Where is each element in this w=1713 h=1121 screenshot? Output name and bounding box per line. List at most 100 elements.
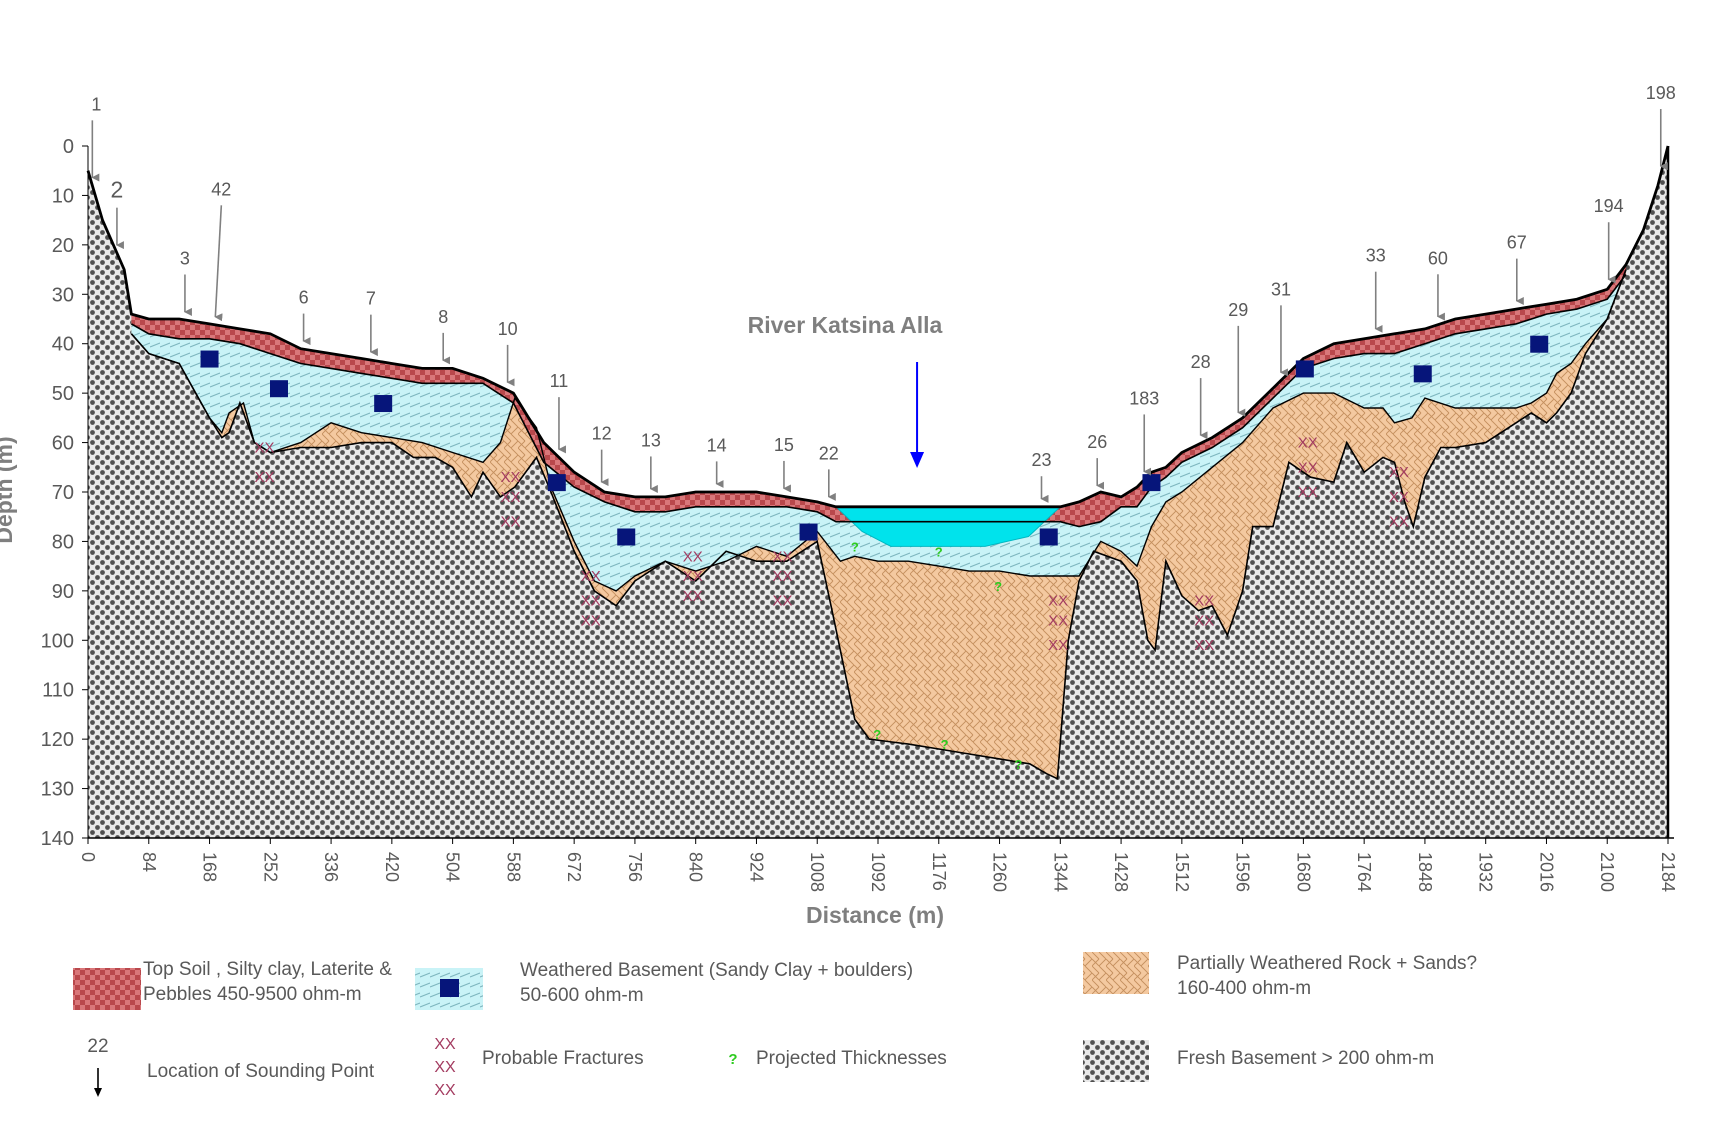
x-tick-label: 924: [747, 852, 767, 882]
y-tick-label: 30: [52, 284, 74, 306]
legend-fresh-basement-label: Fresh Basement > 200 ohm-m: [1177, 1048, 1435, 1069]
legend-fracture-label: Probable Fractures: [482, 1048, 644, 1069]
y-tick-label: 0: [63, 136, 74, 158]
x-tick-label: 504: [443, 852, 463, 882]
sounding-label: 28: [1191, 352, 1211, 372]
sounding-label: 29: [1228, 300, 1248, 320]
fracture-marker: XX: [255, 440, 275, 457]
sounding-label: 194: [1594, 196, 1624, 216]
sounding-label: 13: [641, 430, 661, 450]
fracture-marker: XX: [500, 469, 520, 486]
x-tick-label: 2184: [1658, 852, 1678, 892]
fracture-marker: XX: [581, 593, 601, 610]
chart-axes: 0 10 20 30 40 50 60 70 80 90 100 110 120 130 140 0 84 168…: [41, 136, 1678, 892]
sounding-label: 42: [211, 179, 231, 199]
legend-swatch-fresh-basement: [1083, 1040, 1149, 1082]
projected-marker: ?: [941, 737, 949, 752]
geologic-layers: [86, 145, 1670, 838]
y-tick-label: 40: [52, 334, 74, 356]
legend-partially-weathered-label: Partially Weathered Rock + Sands? 160-40…: [1177, 953, 1478, 999]
fracture-marker: XX: [1194, 593, 1214, 610]
boulder-marker: [617, 528, 636, 546]
x-tick-label: 1176: [929, 852, 949, 891]
y-tick-label: 100: [41, 630, 74, 652]
fresh-basement-layer: [88, 146, 1668, 838]
sounding-label: 198: [1646, 83, 1676, 103]
x-tick-label: 1344: [1050, 852, 1070, 892]
sounding-label: 10: [498, 319, 518, 339]
x-tick-label: 0: [78, 852, 98, 862]
boulder-marker: [269, 380, 288, 398]
fracture-marker: XX: [1194, 637, 1214, 654]
legend-top-soil-label: Top Soil , Silty clay, Laterite & Pebble…: [143, 959, 392, 1005]
fracture-marker: XX: [1194, 613, 1214, 630]
sounding-label: 22: [819, 443, 839, 463]
sounding-label: 7: [366, 289, 376, 309]
sounding-label: 6: [299, 288, 309, 308]
legend-boulder-icon: [440, 979, 459, 997]
x-tick-label: 168: [200, 852, 220, 882]
fracture-marker: XX: [1389, 489, 1409, 506]
x-tick-label: 1428: [1111, 852, 1131, 892]
fracture-marker: XX: [255, 469, 275, 486]
chart-title: River Katsina Alla: [748, 312, 943, 338]
y-axis-label: Depth (m): [0, 436, 17, 543]
legend-swatch-partially-weathered: [1083, 952, 1149, 994]
boulder-marker: [1142, 474, 1161, 492]
y-tick-label: 60: [52, 433, 74, 455]
x-tick-label: 336: [321, 852, 341, 882]
x-tick-label: 1848: [1415, 852, 1435, 892]
x-tick-label: 252: [260, 852, 280, 882]
river-marker-arrowhead: [910, 452, 925, 468]
sounding-label: 26: [1087, 432, 1107, 452]
boulder-marker: [1295, 360, 1314, 378]
fracture-marker: XX: [772, 548, 792, 565]
legend-sounding-arrowhead-icon: [94, 1088, 102, 1097]
x-tick-label: 1596: [1233, 852, 1253, 892]
sounding-label: 31: [1271, 279, 1291, 299]
x-tick-label: 2100: [1597, 852, 1617, 892]
x-tick-label: 1092: [868, 852, 888, 892]
fracture-marker: XX: [500, 489, 520, 506]
river-water: [834, 506, 1062, 547]
x-axis-label: Distance (m): [806, 902, 944, 928]
y-tick-label: 120: [41, 729, 74, 751]
sounding-label: 67: [1507, 233, 1527, 253]
legend-sounding-number: 22: [87, 1036, 108, 1057]
x-tick-label: 588: [503, 852, 523, 882]
sounding-label: 60: [1428, 248, 1448, 268]
fracture-marker: XX: [581, 568, 601, 585]
projected-marker: ?: [935, 544, 943, 559]
boulder-marker: [374, 395, 393, 413]
x-tick-label: 840: [686, 852, 706, 882]
x-tick-label: 1512: [1172, 852, 1192, 892]
ground-surface-line: [86, 145, 1670, 509]
legend-weathered-label: Weathered Basement (Sandy Clay + boulder…: [520, 960, 914, 1006]
y-tick-label: 80: [52, 531, 74, 553]
top-soil-boundary-line: [131, 274, 1627, 528]
fracture-marker: XX: [1298, 435, 1318, 452]
fracture-marker: XX: [1389, 464, 1409, 481]
fracture-marker: XX: [1298, 484, 1318, 501]
y-tick-label: 90: [52, 581, 74, 603]
weathered-basement-boundary-line: [130, 269, 1627, 592]
legend-fracture-symbol-1: XX: [434, 1036, 456, 1053]
sounding-label: 183: [1129, 388, 1159, 408]
fracture-marker: XX: [500, 514, 520, 531]
x-tick-label: 1008: [807, 852, 827, 892]
x-tick-label: 672: [564, 852, 584, 882]
fracture-marker: XX: [683, 548, 703, 565]
sounding-label: 8: [438, 307, 448, 327]
y-tick-label: 20: [52, 235, 74, 257]
boulder-marker: [547, 474, 566, 492]
y-tick-label: 130: [41, 779, 74, 801]
sounding-label: 11: [550, 371, 569, 391]
boulder-marker: [799, 523, 818, 541]
sounding-label: 1: [91, 94, 101, 114]
projected-marker: ?: [873, 727, 881, 742]
y-tick-label: 140: [41, 828, 74, 850]
x-tick-label: 420: [382, 852, 402, 882]
boulder-marker: [200, 350, 219, 368]
